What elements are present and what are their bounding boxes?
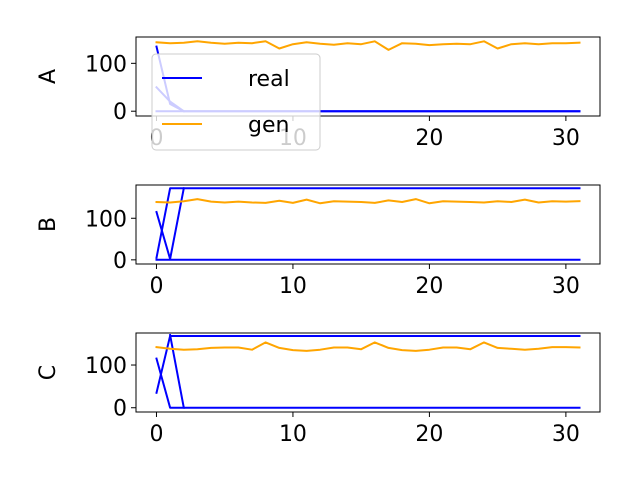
y-tick-label-0: 0 [113, 249, 127, 274]
y-axis-label-3: C [36, 365, 61, 380]
series-real-line-1 [155, 187, 581, 259]
y-tick-label-100: 100 [85, 52, 127, 77]
y-tick-label-100: 100 [85, 207, 127, 232]
plot-area-3 [155, 333, 581, 409]
x-tick-label-10: 10 [279, 274, 307, 299]
y-axis-label-1: A [36, 69, 61, 84]
series-real-line-3 [168, 333, 581, 409]
y-tick-label-0: 0 [113, 100, 127, 125]
x-tick-label-20: 20 [415, 274, 443, 299]
y-tick-label-0: 0 [113, 397, 127, 422]
x-tick-label-20: 20 [415, 422, 443, 447]
subplot-2: 0 10 20 30 0 100 B [36, 184, 601, 299]
series-real-line-2 [155, 187, 185, 260]
legend: real gen [151, 53, 321, 151]
subplot-3: 0 10 20 30 0 100 C [36, 332, 601, 447]
legend-box [151, 53, 321, 151]
x-tick-label-10: 10 [279, 422, 307, 447]
series-gen-line-1 [155, 341, 581, 352]
series-gen-line-1 [155, 198, 581, 205]
axes-frame-1 [135, 36, 601, 117]
plot-area-2 [155, 187, 581, 261]
series-real-line-2 [155, 357, 185, 409]
axes-frame-3 [135, 332, 601, 413]
y-tick-label-100: 100 [85, 354, 127, 379]
legend-label-gen: gen [248, 113, 289, 138]
x-tick-label-30: 30 [552, 126, 580, 151]
x-tick-label-0: 0 [149, 274, 163, 299]
series-real-line-1 [155, 335, 581, 395]
x-tick-label-30: 30 [552, 274, 580, 299]
subplot-1: 01020300100Arealgen [36, 36, 601, 151]
x-tick-label-20: 20 [415, 126, 443, 151]
y-axis-label-2: B [36, 217, 61, 232]
series-gen-line-1 [155, 40, 581, 51]
legend-label-real: real [248, 67, 290, 92]
x-tick-label-30: 30 [552, 422, 580, 447]
axes-frame-2 [135, 184, 601, 265]
x-tick-label-0: 0 [149, 422, 163, 447]
